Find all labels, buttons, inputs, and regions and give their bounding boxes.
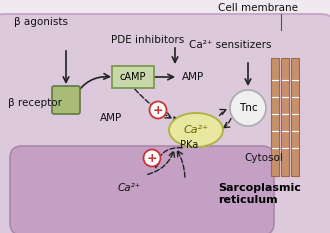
Bar [271, 58, 279, 176]
Text: +: + [153, 104, 163, 117]
FancyBboxPatch shape [10, 146, 274, 233]
Bar [281, 58, 289, 176]
Bar [291, 58, 299, 176]
Text: AMP: AMP [182, 72, 204, 82]
Text: cAMP: cAMP [120, 72, 146, 82]
Text: Sarcoplasmic: Sarcoplasmic [218, 183, 301, 193]
Ellipse shape [169, 113, 223, 147]
Text: Cytosol: Cytosol [245, 153, 283, 163]
Text: AMP: AMP [100, 113, 122, 123]
Text: PDE inhibitors: PDE inhibitors [112, 35, 184, 45]
Circle shape [149, 102, 167, 119]
Text: β agonists: β agonists [14, 17, 68, 27]
Text: Ca²⁺ sensitizers: Ca²⁺ sensitizers [189, 40, 271, 50]
Text: Cell membrane: Cell membrane [218, 3, 298, 13]
FancyBboxPatch shape [52, 86, 80, 114]
Circle shape [230, 90, 266, 126]
Text: PKa: PKa [180, 140, 198, 150]
Text: Tnc: Tnc [239, 103, 257, 113]
Circle shape [144, 150, 160, 167]
Text: Ca²⁺: Ca²⁺ [118, 183, 141, 193]
FancyBboxPatch shape [0, 14, 330, 233]
Text: Ca²⁺: Ca²⁺ [183, 125, 209, 135]
Text: β receptor: β receptor [8, 98, 62, 108]
FancyBboxPatch shape [112, 66, 154, 88]
Text: reticulum: reticulum [218, 195, 278, 205]
Text: +: + [147, 152, 157, 165]
